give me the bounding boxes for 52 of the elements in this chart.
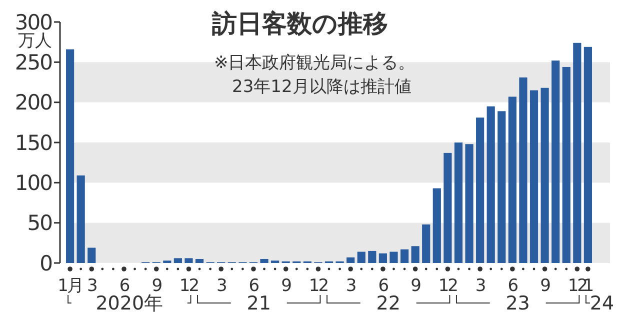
bar — [88, 248, 96, 263]
bar — [519, 77, 528, 263]
bar — [552, 60, 560, 263]
x-tick-label: 9 — [281, 276, 292, 296]
x-tick-label: 12 — [179, 276, 199, 296]
bar — [422, 224, 430, 263]
bar — [476, 118, 484, 263]
bar — [400, 249, 409, 263]
y-tick-label: 150 — [14, 130, 52, 155]
annotation: 23年12月以降は推計値 — [232, 77, 412, 97]
y-tick-label: 0 — [40, 251, 52, 276]
x-tick-label: 9 — [410, 276, 421, 296]
bar — [530, 90, 538, 263]
bar — [390, 252, 398, 263]
bar — [411, 246, 420, 263]
y-tick-label: 50 — [27, 211, 52, 236]
bar — [66, 49, 74, 263]
x-tick-label: 12 — [438, 276, 458, 296]
x-tick-label: 3 — [475, 276, 486, 296]
bar — [432, 188, 441, 263]
y-tick-label: 200 — [14, 90, 52, 115]
bar — [508, 96, 516, 263]
bar — [454, 142, 463, 263]
bar — [368, 250, 376, 263]
bar — [465, 144, 474, 263]
text: 24 — [590, 292, 614, 315]
bar — [378, 253, 387, 263]
x-tick-label: 12 — [568, 276, 588, 296]
x-tick-label: 1月 — [58, 276, 82, 296]
x-tick-label: 9 — [540, 276, 550, 296]
text: ※日本政府観光局による。 — [214, 53, 416, 73]
bar — [584, 46, 592, 263]
bar — [486, 106, 495, 263]
x-tick-label: 3 — [86, 276, 97, 296]
y-tick-label: 250 — [14, 50, 52, 75]
bar — [346, 257, 355, 263]
bar — [562, 66, 570, 263]
bar — [195, 258, 204, 263]
chart-title: 訪日客数の推移 — [211, 9, 388, 38]
bar — [184, 258, 193, 263]
bar — [174, 258, 182, 263]
bar — [76, 175, 85, 263]
x-tick-label: 3 — [346, 276, 356, 296]
bar — [444, 152, 452, 263]
bar — [540, 88, 549, 263]
bar — [357, 252, 366, 263]
x-tick-label: 12 — [308, 276, 328, 296]
y-tick-label: 100 — [14, 171, 52, 196]
x-tick-label: 3 — [216, 276, 226, 296]
bar — [498, 111, 506, 263]
bar — [573, 42, 582, 263]
bar — [260, 258, 268, 263]
